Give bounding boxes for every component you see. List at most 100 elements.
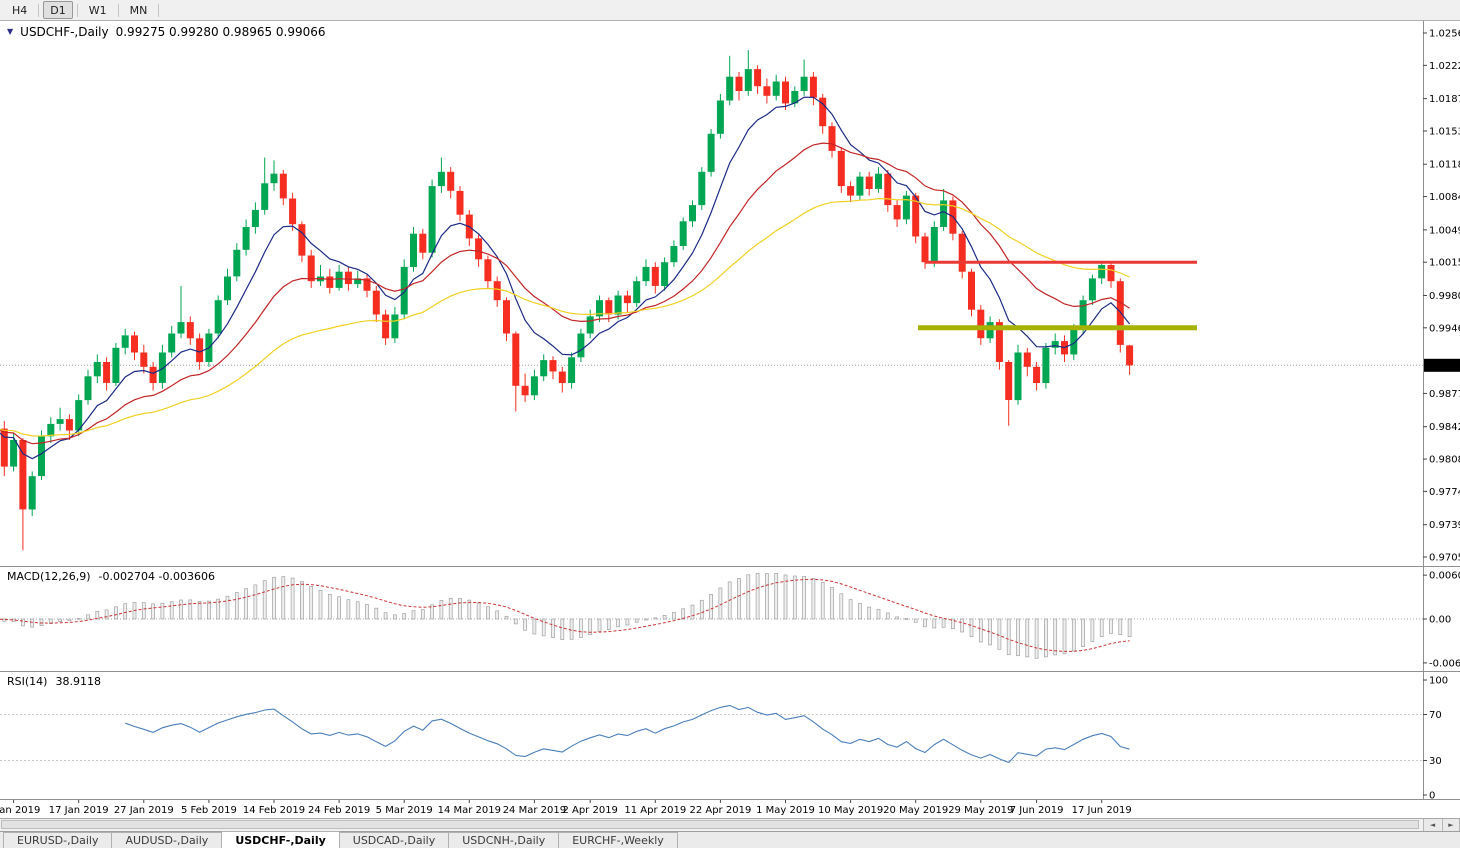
chart-tab-eurusd-daily[interactable]: EURUSD-,Daily	[3, 832, 113, 848]
macd-histogram-bar	[895, 616, 899, 620]
ma-line-8	[0, 96, 1131, 460]
candle-body	[670, 246, 678, 263]
candle-body	[875, 173, 882, 189]
candle-body	[1070, 328, 1078, 355]
candle-body	[623, 295, 631, 304]
macd-histogram-bar	[1109, 618, 1113, 634]
date-axis-label: 20 May 2019	[883, 805, 948, 816]
candle-body	[354, 278, 362, 285]
candle-body	[1042, 347, 1050, 383]
macd-histogram-bar	[969, 618, 974, 638]
macd-histogram-bar	[21, 618, 25, 627]
macd-histogram-bar	[532, 618, 537, 635]
chart-tab-usdcnh-daily[interactable]: USDCNH-,Daily	[448, 832, 560, 848]
macd-histogram-bar	[86, 614, 90, 620]
macd-histogram-bar	[1025, 618, 1030, 658]
price-axis-label: 1.01530	[1429, 127, 1460, 138]
chart-tab-audusd-daily[interactable]: AUDUSD-,Daily	[111, 832, 223, 848]
horizontal-scrollbar[interactable]: ◄ ►	[0, 818, 1460, 831]
macd-histogram-bar	[951, 618, 955, 630]
rsi-indicator-label: RSI(14) 38.9118	[7, 675, 101, 688]
macd-histogram-bar	[820, 582, 825, 620]
macd-histogram-bar	[39, 618, 44, 626]
macd-histogram-bar	[290, 577, 295, 620]
candle-body	[744, 69, 752, 91]
macd-histogram-bar	[234, 592, 239, 620]
candle-body	[242, 227, 250, 250]
macd-histogram-bar	[141, 602, 146, 620]
macd-histogram-bar	[346, 599, 351, 620]
candle-body	[447, 171, 455, 191]
macd-histogram-bar	[579, 618, 583, 638]
macd-axis-label: -0.0060096	[1429, 658, 1460, 669]
candle-body	[819, 97, 827, 127]
candle-body	[28, 476, 36, 510]
macd-histogram-bar	[551, 618, 555, 638]
macd-histogram-bar	[504, 616, 509, 620]
timeframe-button-d1[interactable]: D1	[43, 1, 73, 19]
candle-body	[893, 205, 901, 220]
candle-body	[884, 173, 892, 206]
macd-histogram-bar	[569, 618, 574, 640]
chart-tab-usdcad-daily[interactable]: USDCAD-,Daily	[338, 832, 450, 848]
macd-histogram-bar	[253, 584, 258, 620]
macd-signal-line	[0, 578, 1130, 652]
candle-body	[372, 290, 380, 315]
macd-histogram-bar	[383, 612, 388, 620]
chart-tab-usdchf-daily[interactable]: USDCHF-,Daily	[221, 831, 340, 848]
current-price-tag-text: 0.99066	[1427, 361, 1460, 372]
macd-histogram-bar	[95, 610, 100, 620]
macd-histogram-bar	[792, 575, 797, 620]
timeframe-button-mn[interactable]: MN	[129, 3, 148, 17]
macd-histogram-bar	[588, 618, 593, 636]
timeframe-button-h4[interactable]: H4	[12, 3, 28, 17]
candle-body	[735, 76, 743, 91]
date-axis-label: 1 May 2019	[756, 805, 815, 816]
macd-histogram-bar	[188, 599, 193, 620]
timeframe-toolbar: H4 D1 W1 MN	[0, 0, 1460, 21]
macd-histogram-bar	[783, 574, 788, 620]
macd-histogram-bar	[467, 599, 472, 620]
candle-body	[1023, 352, 1031, 367]
candle-body	[233, 249, 241, 277]
macd-histogram-bar	[58, 618, 62, 623]
candle-body	[1079, 300, 1087, 329]
candle-body	[344, 271, 352, 285]
candle-body	[530, 376, 538, 396]
macd-histogram-bar	[867, 606, 872, 620]
macd-histogram-bar	[699, 599, 704, 620]
macd-histogram-bar	[374, 607, 379, 620]
horizontal-scrollbar-thumb[interactable]	[1, 820, 1419, 829]
date-axis-label: 24 Mar 2019	[503, 805, 566, 816]
candle-body	[428, 186, 436, 253]
macd-histogram-bar	[625, 618, 630, 626]
candle-body	[968, 271, 975, 310]
candle-body	[716, 100, 724, 134]
macd-histogram-bar	[337, 596, 341, 620]
date-axis-label: 22 Apr 2019	[689, 805, 751, 816]
candle-body	[382, 314, 390, 339]
macd-histogram-bar	[169, 601, 174, 620]
macd-title: MACD(12,26,9)	[7, 570, 91, 583]
symbol-dropdown-icon[interactable]: ▼	[7, 27, 14, 36]
candle-body	[540, 360, 548, 377]
price-axis-label: 0.98420	[1429, 422, 1460, 433]
toolbar-separator	[38, 3, 40, 17]
macd-histogram-bar	[1118, 618, 1123, 635]
candle-body	[10, 440, 18, 467]
candle-body	[1051, 341, 1059, 348]
macd-histogram-bar	[1090, 618, 1095, 642]
date-axis-label: 2 Apr 2019	[562, 805, 617, 816]
candle-body	[958, 233, 966, 272]
scroll-left-arrow-icon[interactable]: ◄	[1423, 819, 1441, 831]
scroll-right-arrow-icon[interactable]: ►	[1442, 819, 1460, 831]
date-axis-label: 11 Apr 2019	[624, 805, 686, 816]
macd-histogram-bar	[476, 602, 481, 620]
timeframe-button-w1[interactable]: W1	[88, 3, 107, 17]
macd-histogram-bar	[1044, 618, 1048, 658]
chart-tab-eurchf-weekly[interactable]: EURCHF-,Weekly	[558, 832, 678, 848]
candle-body	[158, 352, 166, 383]
candle-body	[391, 314, 399, 339]
price-axis-label: 1.00150	[1429, 258, 1460, 269]
